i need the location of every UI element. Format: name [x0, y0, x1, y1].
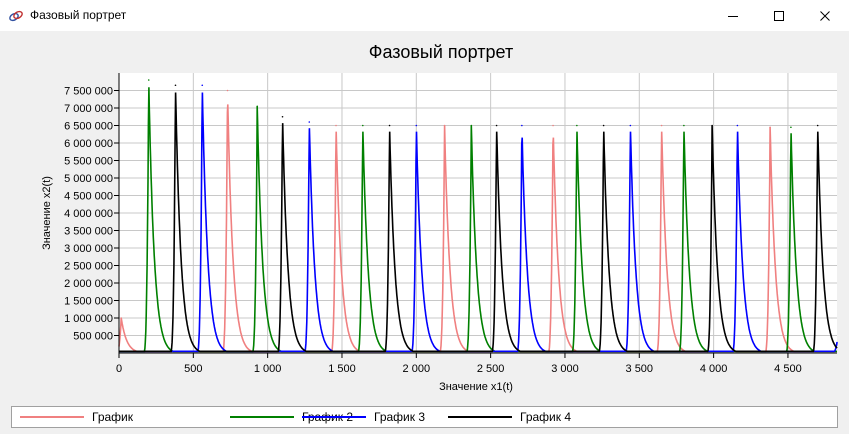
series-peak-point	[736, 124, 739, 127]
y-tick-label: 1 500 000	[64, 296, 113, 308]
x-tick-label: 1 500	[328, 363, 356, 375]
series-peak-point	[576, 124, 578, 127]
series-line-4	[119, 92, 838, 353]
minimize-button[interactable]	[710, 0, 756, 31]
minimize-icon	[728, 15, 738, 17]
y-tick-label: 2 500 000	[64, 261, 113, 273]
series-peak-point	[711, 124, 713, 127]
y-tick-label: 7 500 000	[64, 86, 113, 98]
series-peak-point	[120, 317, 123, 319]
y-tick-label: 5 500 000	[64, 156, 113, 168]
x-tick-label: 500	[184, 363, 202, 375]
x-axis-label: Значение x1(t)	[439, 381, 513, 393]
series-peak-point	[552, 124, 554, 127]
series-peak-point	[629, 124, 632, 127]
series-peak-point	[335, 124, 337, 127]
app-chart-icon	[9, 10, 23, 22]
legend-item: График 4	[448, 407, 571, 427]
x-tick-label: 4 000	[700, 363, 728, 375]
series-peak-point	[147, 79, 150, 81]
series-peak-point	[495, 124, 498, 127]
series-peak-point	[388, 124, 391, 127]
phase-portrait-chart: Фазовый портрет 0 500 1 000 1 500 2 000 2 500…	[41, 42, 838, 393]
y-tick-label: 7 000 000	[64, 103, 113, 115]
y-tick-label: 6 000 000	[64, 138, 113, 150]
close-button[interactable]	[802, 0, 848, 31]
series-peak-point	[443, 124, 446, 127]
close-icon	[820, 10, 830, 21]
legend-label: График	[92, 410, 133, 424]
chart-title: Фазовый портрет	[369, 42, 513, 62]
x-tick-label: 0	[116, 363, 122, 375]
series-peak-point	[602, 124, 605, 127]
legend-swatch	[448, 416, 512, 418]
legend-swatch	[20, 416, 84, 418]
window-title: Фазовый портрет	[30, 8, 127, 22]
series-peak-point	[470, 124, 473, 127]
legend-swatch	[230, 416, 294, 418]
series-peak-point	[790, 126, 792, 129]
series-peak-point	[816, 124, 819, 127]
legend: График График 2 График 3 График 4	[11, 406, 838, 428]
series-peak-point	[308, 121, 311, 123]
x-tick-label: 4 500	[774, 363, 802, 375]
series-peak-point	[226, 89, 229, 92]
y-tick-label: 3 000 000	[64, 243, 113, 255]
series-peak-point	[521, 124, 523, 127]
y-tick-label: 500 000	[73, 331, 113, 343]
legend-swatch	[302, 416, 366, 418]
series-peak-point	[256, 105, 259, 108]
y-axis-label: Значение x2(t)	[41, 176, 53, 250]
legend-label: График 4	[520, 410, 572, 424]
y-tick-label: 6 500 000	[64, 121, 113, 133]
series-peak-point	[201, 84, 204, 87]
y-tick-label: 3 500 000	[64, 226, 113, 238]
series-peak-point	[660, 124, 663, 127]
maximize-icon	[774, 10, 784, 21]
y-tick-label: 1 000 000	[64, 313, 113, 325]
x-tick-label: 3 000	[551, 363, 579, 375]
y-tick-label: 2 000 000	[64, 278, 113, 290]
x-tick-label: 2 500	[477, 363, 505, 375]
x-tick-label: 2 000	[403, 363, 431, 375]
series-peak-point	[174, 84, 177, 87]
maximize-button[interactable]	[756, 0, 802, 31]
series-peak-point	[683, 124, 685, 127]
legend-item: График	[20, 407, 133, 427]
y-tick-label: 4 500 000	[64, 191, 113, 203]
y-tick-label: 4 000 000	[64, 208, 113, 220]
title-bar[interactable]: Фазовый портрет	[0, 0, 849, 31]
series-peak-point	[836, 341, 838, 344]
series-peak-point	[281, 115, 284, 118]
legend-label: График 3	[374, 410, 426, 424]
series-peak-point	[361, 124, 364, 127]
series-peak-point	[415, 124, 418, 127]
series-peak-point	[769, 126, 771, 129]
x-tick-label: 1 000	[254, 363, 282, 375]
y-tick-label: 5 000 000	[64, 173, 113, 185]
legend-item: График 3	[302, 407, 425, 427]
x-tick-label: 3 500	[626, 363, 654, 375]
